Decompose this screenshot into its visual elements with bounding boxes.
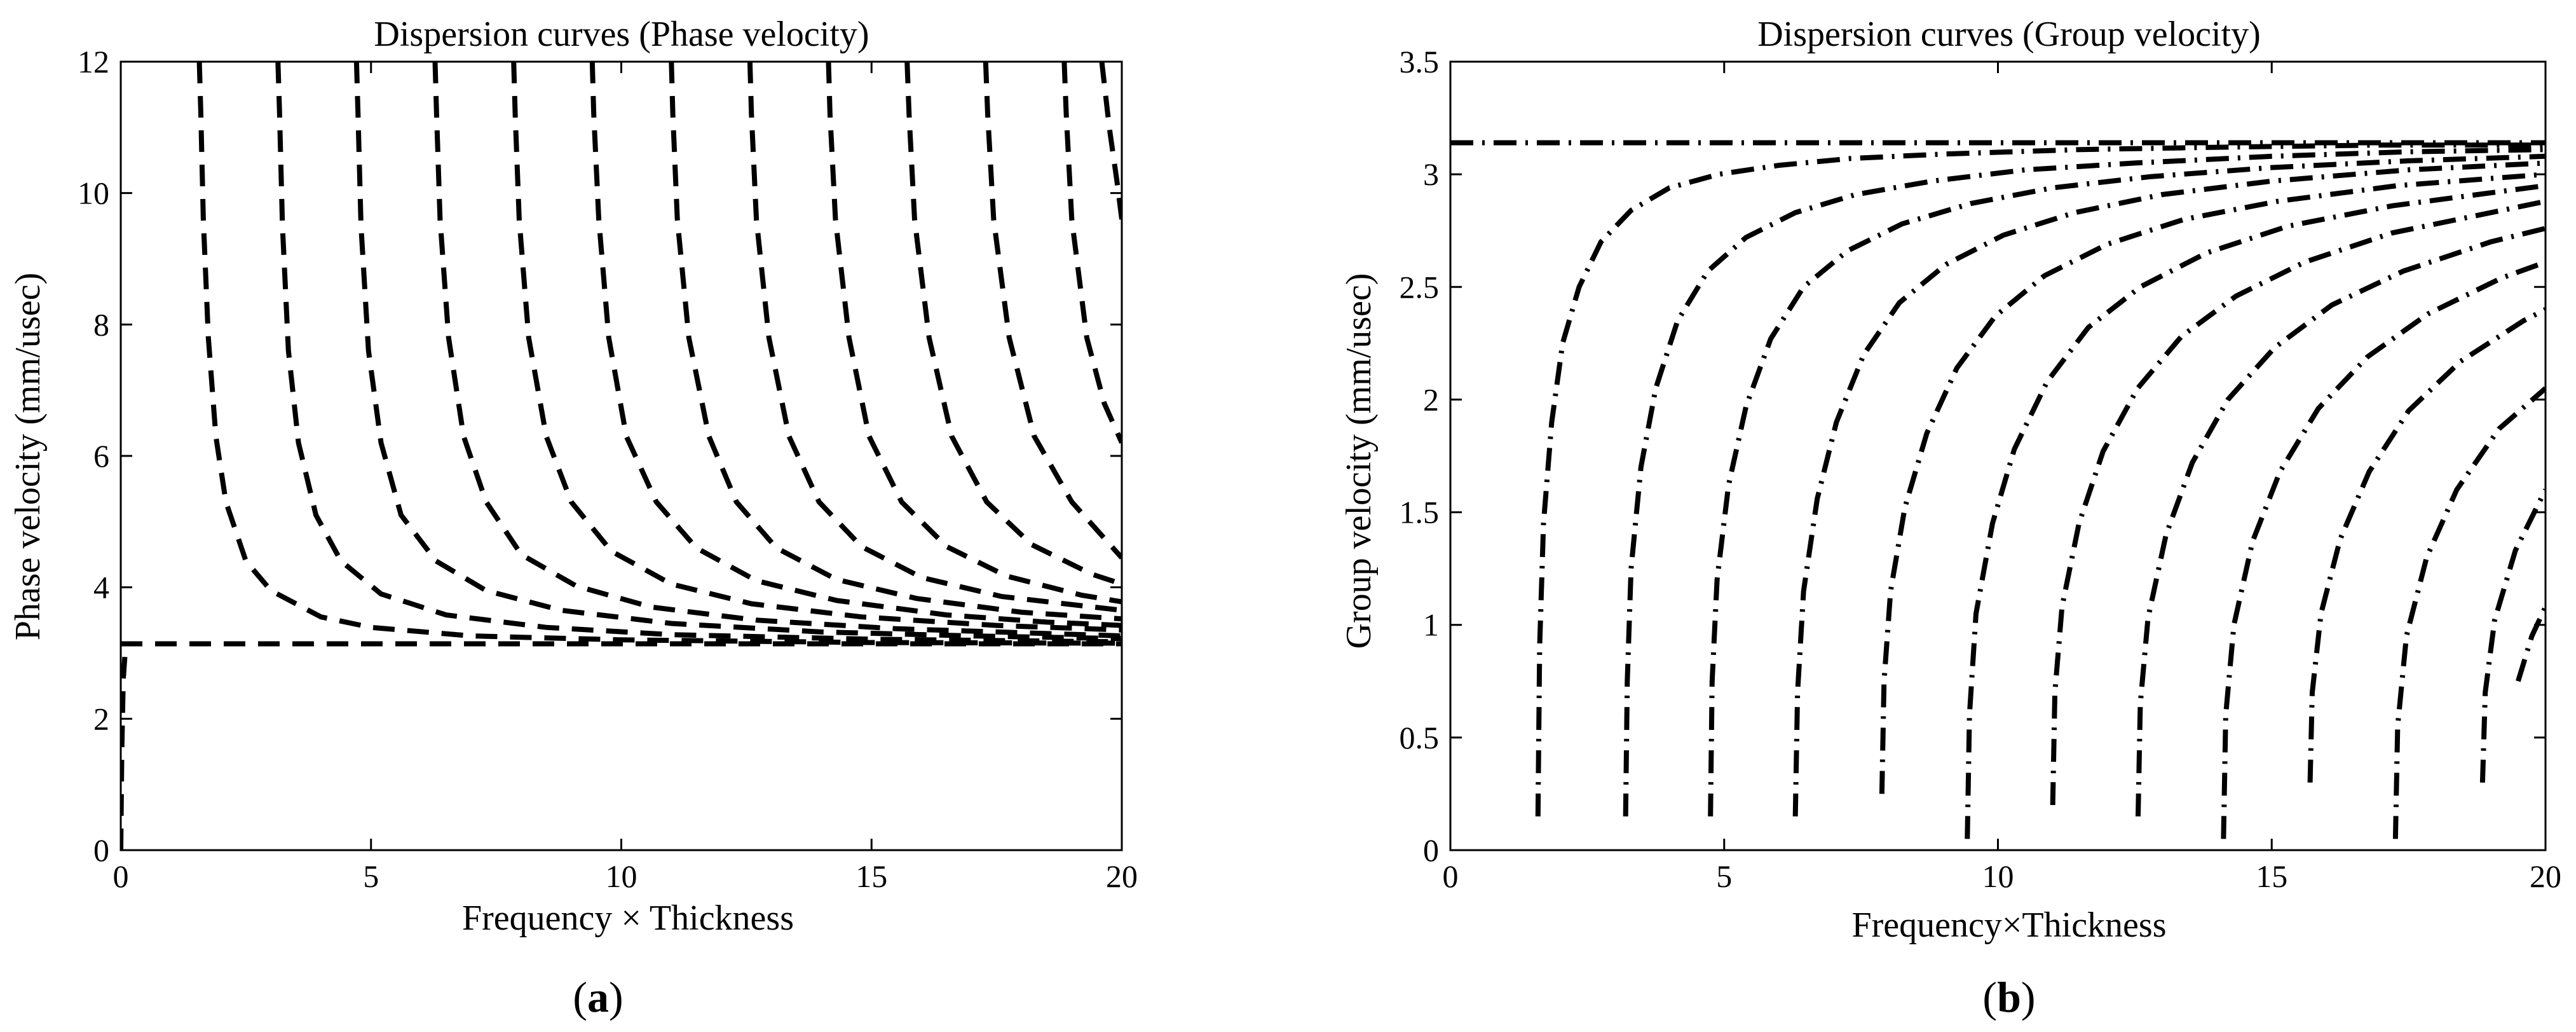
x-tick-label: 15 (2256, 858, 2287, 894)
x-tick-label: 0 (1443, 858, 1459, 894)
chart-title: Dispersion curves (Group velocity) (1757, 15, 2261, 54)
series-line-9 (669, 62, 1122, 622)
x-axis-label: Frequency × Thickness (462, 898, 794, 938)
series-line-15 (1099, 62, 1122, 220)
y-tick-label: 2 (93, 701, 109, 736)
series-line-12 (2392, 386, 2545, 839)
caption-letter: a (587, 973, 609, 1021)
x-tick-label: 20 (2530, 858, 2561, 894)
series-line-12 (904, 62, 1122, 587)
y-tick-label: 2 (1423, 382, 1439, 417)
y-tick-label: 3 (1423, 156, 1439, 192)
series-line-8 (589, 62, 1122, 628)
series-line-4 (1708, 153, 2545, 816)
y-tick-label: 1.5 (1400, 495, 1440, 530)
x-axis-label: Frequency×Thickness (1851, 905, 2166, 945)
group-velocity-panel: Dispersion curves (Group velocity) Frequ… (1339, 15, 2561, 1021)
series-line-9 (2136, 226, 2545, 816)
series-line-4 (275, 62, 1122, 645)
y-tick-label: 8 (93, 306, 109, 342)
plot-area (121, 62, 1122, 850)
plot-area (1450, 140, 2545, 839)
x-tick-label: 0 (113, 858, 129, 894)
series-line-13 (2479, 488, 2545, 783)
x-tick-label: 5 (1716, 858, 1732, 894)
axes-frame (119, 60, 1123, 851)
x-tick-label: 10 (606, 858, 637, 894)
series-line-10 (2221, 259, 2545, 839)
caption-letter: b (1997, 973, 2021, 1021)
series-line-7 (511, 62, 1122, 633)
y-tick-label: 10 (78, 175, 109, 211)
series-line-14 (2516, 605, 2545, 682)
y-tick-label: 0.5 (1400, 720, 1440, 755)
series-line-5 (1792, 160, 2545, 816)
series-line-11 (826, 62, 1122, 605)
panel-caption: (a) (573, 973, 623, 1021)
y-tick-label: 6 (93, 438, 109, 474)
series-line-11 (2307, 307, 2545, 783)
y-axis-label: Group velocity (mm/usec) (1339, 273, 1379, 649)
y-tick-label: 4 (93, 570, 109, 605)
x-tick-label: 15 (855, 858, 887, 894)
series-line-2 (1535, 142, 2545, 816)
x-tick-label: 20 (1106, 858, 1138, 894)
x-tick-label: 10 (1982, 858, 2014, 894)
series-line-6 (432, 62, 1122, 639)
series-line-13 (983, 62, 1122, 560)
panel-caption: (b) (1982, 973, 2035, 1021)
x-tick-label: 5 (363, 858, 379, 894)
series-line-10 (747, 62, 1122, 613)
chart-title: Dispersion curves (Phase velocity) (374, 15, 869, 54)
y-tick-label: 2.5 (1400, 269, 1440, 305)
series-line-6 (1879, 172, 2545, 794)
axes-frame (1449, 60, 2547, 851)
series-line-7 (1965, 182, 2545, 839)
series-line-3 (1623, 147, 2545, 816)
series-line-5 (353, 62, 1122, 642)
y-tick-label: 12 (78, 44, 109, 79)
series-line-3 (196, 62, 1122, 646)
y-tick-label: 1 (1423, 607, 1439, 643)
series-line-8 (2050, 198, 2545, 806)
y-tick-label: 3.5 (1400, 44, 1440, 79)
phase-velocity-panel: Dispersion curves (Phase velocity) Frequ… (8, 15, 1138, 1021)
y-axis-label: Phase velocity (mm/usec) (8, 273, 48, 641)
y-tick-label: 0 (93, 832, 109, 868)
y-tick-label: 0 (1423, 832, 1439, 868)
series-line-14 (1061, 62, 1122, 444)
